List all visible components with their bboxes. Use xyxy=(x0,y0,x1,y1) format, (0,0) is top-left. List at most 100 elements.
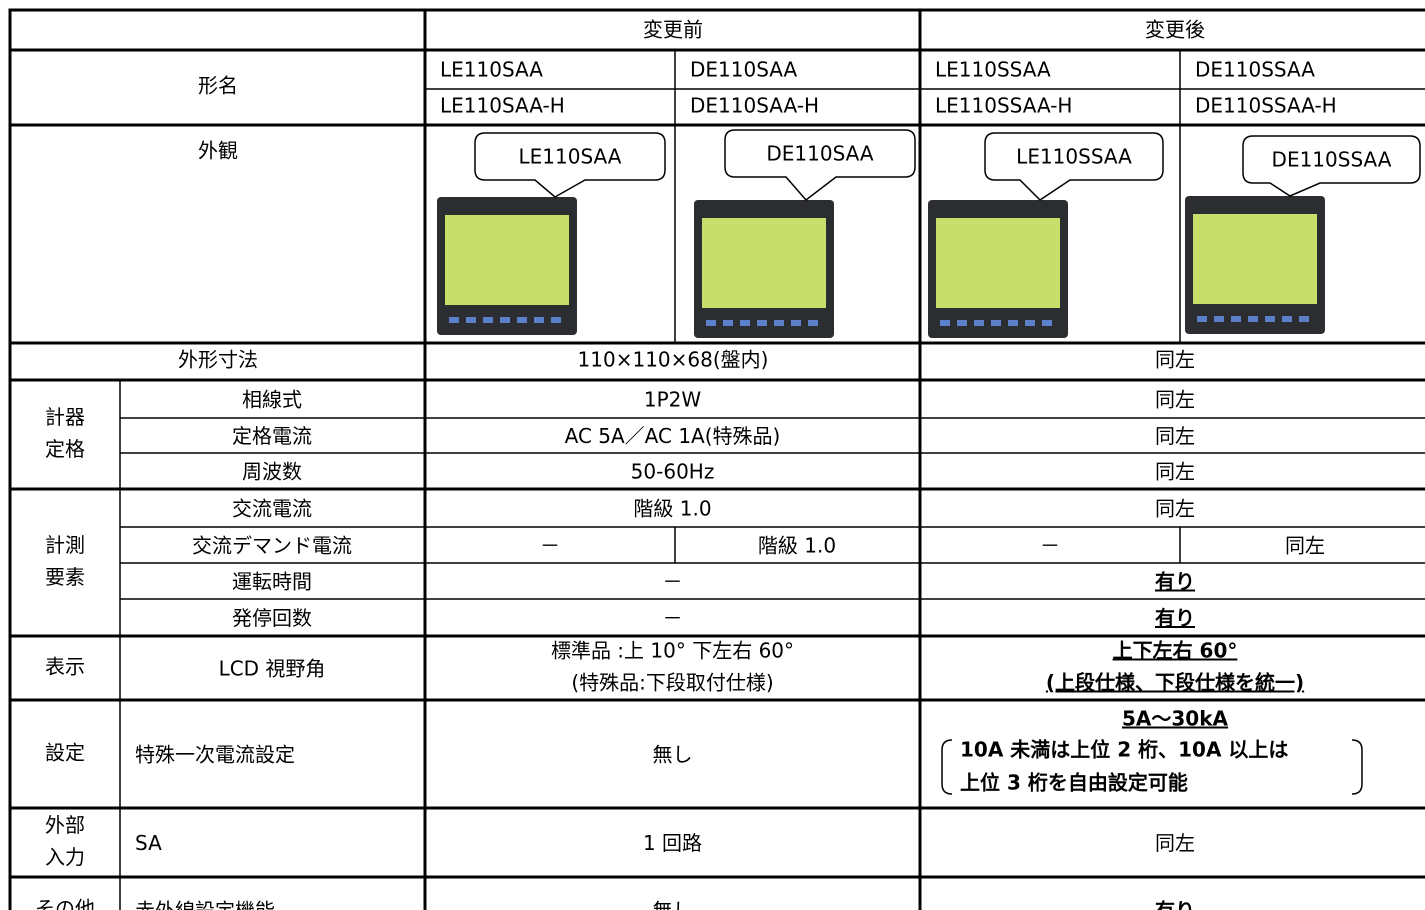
group-label: 外部 xyxy=(45,813,85,837)
group-label: 表示 xyxy=(45,655,85,679)
item-label: 運転時間 xyxy=(232,570,312,594)
row-label: 形名 xyxy=(198,74,238,98)
meter-button xyxy=(1265,316,1275,322)
meter-button xyxy=(1214,316,1224,322)
cell-text: 1P2W xyxy=(644,388,702,412)
cell-text: 上下左右 60° xyxy=(1113,639,1238,663)
model-name: LE110SSAA-H xyxy=(935,94,1072,118)
group-label: 計測 xyxy=(45,533,85,557)
cell-text: 50-60Hz xyxy=(631,460,715,484)
cell-text: 5A～30kA xyxy=(1122,707,1229,731)
meter-button xyxy=(1025,320,1035,326)
cell-text: 上位 3 桁を自由設定可能 xyxy=(960,771,1188,795)
cell-text: 110×110×68(盤内) xyxy=(578,348,769,372)
cell-text: 同左 xyxy=(1155,348,1195,372)
item-label: 発停回数 xyxy=(232,606,312,630)
callout-text: LE110SAA xyxy=(519,145,622,169)
cell-text: 有り xyxy=(1155,570,1195,594)
meter-button xyxy=(1008,320,1018,326)
meter-button xyxy=(1248,316,1258,322)
meter-button xyxy=(723,320,733,326)
cell-text: 階級 1.0 xyxy=(633,497,711,521)
callout-text: DE110SAA xyxy=(766,142,874,166)
model-name: DE110SAA xyxy=(690,58,798,82)
meter-button xyxy=(991,320,1001,326)
cell-text: 階級 1.0 xyxy=(758,534,836,558)
meter-button xyxy=(740,320,750,326)
meter-button xyxy=(974,320,984,326)
meter-button xyxy=(940,320,950,326)
meter-button xyxy=(466,317,476,323)
callout-bubble xyxy=(474,132,666,198)
cell-text: 10A 未満は上位 2 桁、10A 以上は xyxy=(960,738,1288,762)
cell-text: 同左 xyxy=(1155,424,1195,448)
cell-text: (上段仕様、下段仕様を統一) xyxy=(1046,671,1304,695)
group-label: 要素 xyxy=(45,565,85,589)
meter-button xyxy=(774,320,784,326)
item-label: 交流電流 xyxy=(232,497,312,521)
meter-button xyxy=(791,320,801,326)
header-text: 変更前 xyxy=(643,18,703,42)
group-label: 入力 xyxy=(45,845,85,869)
callout-bubble xyxy=(724,129,916,202)
meter-button xyxy=(1042,320,1052,326)
meter-button xyxy=(808,320,818,326)
meter-button xyxy=(483,317,493,323)
meter-lcd xyxy=(445,215,569,305)
cell-text: 同左 xyxy=(1155,831,1195,855)
meter-lcd xyxy=(1193,214,1317,304)
meter-button xyxy=(551,317,561,323)
cell-text: 有り xyxy=(1155,899,1195,910)
meter-button xyxy=(957,320,967,326)
meter-button xyxy=(449,317,459,323)
cell-text: AC 5A／AC 1A(特殊品) xyxy=(565,424,781,448)
row-label: 外観 xyxy=(198,139,238,163)
bracket xyxy=(1351,739,1363,795)
cell-text: 無し xyxy=(653,899,693,910)
item-label: SA xyxy=(135,831,162,855)
cell-text: － xyxy=(663,606,683,630)
meter-lcd xyxy=(936,218,1060,308)
callout-bubble xyxy=(1242,135,1421,197)
cell-text: 有り xyxy=(1155,606,1195,630)
model-name: LE110SSAA xyxy=(935,58,1051,82)
cell-text: 同左 xyxy=(1285,534,1325,558)
model-name: DE110SSAA-H xyxy=(1195,94,1337,118)
item-label: 交流デマンド電流 xyxy=(192,534,352,558)
model-name: LE110SAA-H xyxy=(440,94,565,118)
model-name: DE110SAA-H xyxy=(690,94,819,118)
meter-button xyxy=(534,317,544,323)
cell-text: (特殊品:下段取付仕様) xyxy=(571,671,773,695)
callout-text: LE110SSAA xyxy=(1016,145,1132,169)
row-label: 外形寸法 xyxy=(178,348,258,372)
cell-text: 同左 xyxy=(1155,497,1195,521)
cell-text: 同左 xyxy=(1155,460,1195,484)
cell-text: 無し xyxy=(653,743,693,767)
group-label: 計器 xyxy=(45,405,85,429)
cell-text: － xyxy=(663,570,683,594)
callout-text: DE110SSAA xyxy=(1272,148,1392,172)
cell-text: 1 回路 xyxy=(643,831,702,855)
group-label: その他 xyxy=(35,897,95,910)
item-label: LCD 視野角 xyxy=(219,657,326,681)
meter-button xyxy=(757,320,767,326)
item-label: 定格電流 xyxy=(232,424,312,448)
meter-button xyxy=(1299,316,1309,322)
cell-text: － xyxy=(540,534,560,558)
callout-bubble xyxy=(984,132,1164,201)
cell-text: 標準品 :上 10° 下左右 60° xyxy=(551,639,794,663)
item-label: 相線式 xyxy=(242,388,302,412)
cell-text: 同左 xyxy=(1155,388,1195,412)
cell-text: － xyxy=(1040,534,1060,558)
header-text: 変更後 xyxy=(1145,18,1205,42)
bracket xyxy=(941,739,953,795)
group-label: 定格 xyxy=(45,437,85,461)
meter-button xyxy=(517,317,527,323)
meter-button xyxy=(706,320,716,326)
meter-button xyxy=(1231,316,1241,322)
meter-button xyxy=(1282,316,1292,322)
model-name: DE110SSAA xyxy=(1195,58,1315,82)
meter-button xyxy=(1197,316,1207,322)
